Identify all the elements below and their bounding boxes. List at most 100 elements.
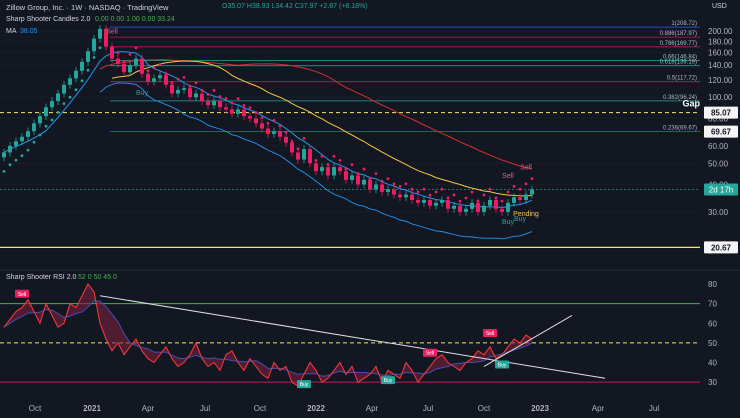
candle-body: [50, 101, 54, 108]
rsi-signal-box: [423, 348, 437, 357]
price-tag-box: [704, 106, 738, 119]
trailing-stop-dot: [32, 140, 36, 144]
trailing-stop-dot: [482, 193, 486, 197]
rsi-signal-box: [15, 289, 29, 298]
rsi-tick-label: 70: [708, 300, 717, 309]
candle-body: [212, 101, 216, 106]
rsi-signal-label: Sell: [426, 351, 434, 357]
candle-body: [134, 58, 138, 66]
rsi-uptrend-line: [483, 314, 573, 367]
rsi-signal-box: [381, 376, 395, 385]
rsi-label: Sharp Shooter RSI 2.0: [6, 274, 77, 281]
trailing-stop-dot: [62, 102, 66, 106]
candle-body: [506, 202, 510, 212]
x-tick-label: Jul: [649, 404, 659, 413]
candle-body: [458, 205, 462, 212]
candle-body: [2, 152, 6, 158]
candle-body: [8, 145, 12, 153]
trailing-stop-dot: [392, 182, 396, 186]
trailing-stop-dot: [308, 151, 312, 154]
candle-body: [494, 199, 498, 209]
rsi-signal-box: [297, 380, 311, 389]
trailing-stop-dot: [278, 124, 282, 128]
trailing-stop-dot: [350, 163, 354, 167]
fib-level-label: 0.236(69.67): [663, 126, 697, 132]
trailing-stop-dot: [98, 46, 102, 50]
x-tick-label: Apr: [592, 404, 605, 413]
trailing-stop-dot: [248, 106, 252, 110]
header-symbol: Zillow Group, Inc. · 1W · NASDAQ · Tradi…: [6, 3, 169, 12]
trailing-stop-dot: [458, 199, 462, 203]
price-tick-label: 30.00: [708, 208, 729, 217]
trailing-stop-dot: [50, 118, 54, 122]
candle-body: [206, 101, 210, 106]
candle-body: [440, 199, 444, 203]
trailing-stop-dot: [356, 172, 360, 176]
candle-body: [266, 128, 270, 134]
candle-body: [380, 184, 384, 192]
trailing-stop-dot: [146, 69, 150, 73]
price-tick-label: 120.00: [708, 76, 733, 85]
trailing-stop-dot: [386, 177, 390, 180]
trailing-stop-dot: [194, 81, 198, 85]
trailing-stop-dot: [212, 88, 216, 92]
candle-body: [332, 167, 336, 176]
candle-body: [74, 70, 78, 79]
trailing-stop-dot: [152, 66, 156, 69]
rsi-tick-label: 50: [708, 339, 717, 348]
candle-body: [290, 142, 294, 153]
candle-body: [68, 78, 72, 85]
trailing-stop-dot: [470, 190, 474, 194]
candle-body: [518, 197, 522, 200]
price-tag-label: 69.67: [711, 128, 732, 137]
trailing-stop-dot: [68, 95, 72, 99]
candle-body: [254, 118, 258, 124]
candle-body: [512, 197, 516, 203]
trailing-stop-dot: [2, 169, 6, 173]
x-tick-label: Oct: [29, 404, 42, 413]
candle-body: [14, 141, 18, 146]
price-signal-label: Buy: [514, 216, 527, 223]
candle-body: [128, 65, 132, 73]
price-tick-label: 180.00: [708, 37, 733, 46]
rsi-tick-label: 30: [708, 378, 717, 387]
candle-body: [452, 205, 456, 209]
price-signal-label: Buy: [502, 219, 515, 226]
trailing-stop-dot: [320, 154, 324, 158]
trailing-stop-dot: [332, 154, 336, 158]
candle-body: [38, 116, 42, 124]
trailing-stop-dot: [224, 97, 228, 101]
trailing-stop-dot: [26, 148, 30, 152]
candle-body: [326, 167, 330, 176]
trailing-stop-dot: [476, 199, 480, 203]
trailing-stop-dot: [140, 61, 144, 65]
trailing-stop-dot: [44, 124, 48, 128]
candle-body: [320, 167, 324, 172]
trailing-stop-dot: [344, 167, 348, 171]
x-tick-label: Oct: [478, 404, 491, 413]
trailing-stop-dot: [38, 133, 42, 137]
trailing-stop-dot: [20, 154, 24, 158]
trailing-stop-dot: [284, 130, 288, 134]
trailing-stop-dot: [128, 52, 132, 56]
trailing-stop-dot: [398, 185, 402, 188]
candle-body: [416, 199, 420, 203]
rsi-tick-label: 80: [708, 280, 717, 289]
rsi-values: 52 0 50 45 0: [78, 274, 117, 281]
trailing-stop-dot: [188, 85, 192, 88]
header-currency[interactable]: USD: [712, 3, 727, 10]
candle-body: [182, 88, 186, 90]
x-tick-label: 2021: [83, 404, 101, 413]
candle-body: [194, 93, 198, 98]
header-ma-value: 38.05: [20, 28, 38, 35]
trailing-stop-dot: [14, 158, 18, 162]
trailing-stop-dot: [164, 72, 168, 76]
trailing-stop-dot: [416, 190, 420, 194]
candle-body: [386, 189, 390, 192]
price-tag-box: [704, 125, 738, 138]
x-tick-label: Oct: [254, 404, 267, 413]
trailing-stop-dot: [464, 196, 468, 200]
candle-body: [308, 149, 312, 164]
trailing-stop-dot: [452, 193, 456, 197]
